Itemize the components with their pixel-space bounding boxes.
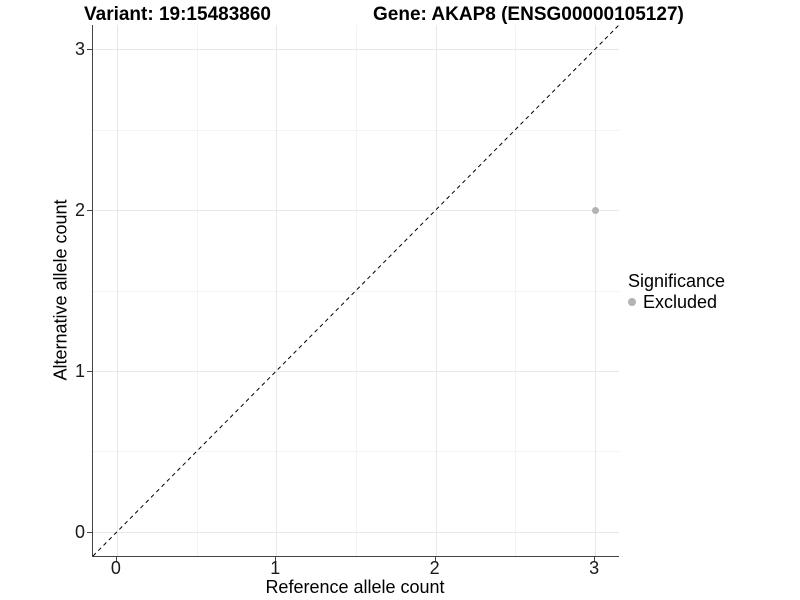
x-tick-label: 3 bbox=[589, 558, 600, 578]
major-gridline-horizontal bbox=[93, 49, 619, 51]
x-axis-title: Reference allele count bbox=[0, 577, 800, 598]
y-tick-mark bbox=[87, 370, 92, 372]
x-tick-label: 2 bbox=[429, 558, 440, 578]
x-tick-mark bbox=[594, 557, 596, 562]
major-gridline-horizontal bbox=[93, 210, 619, 212]
y-tick-label: 3 bbox=[74, 39, 85, 60]
identity-line bbox=[92, 24, 620, 557]
major-gridline-horizontal bbox=[93, 531, 619, 533]
major-gridline-horizontal bbox=[93, 370, 619, 372]
major-gridline-vertical bbox=[276, 25, 278, 556]
x-tick-mark bbox=[115, 557, 117, 562]
y-axis-title: Alternative allele count bbox=[50, 199, 71, 381]
legend-entry-excluded: Excluded bbox=[628, 293, 725, 311]
y-tick-label: 2 bbox=[74, 200, 85, 221]
significance-legend: Significance Excluded bbox=[628, 271, 725, 311]
y-tick-label: 1 bbox=[74, 360, 85, 381]
minor-gridline-vertical bbox=[515, 25, 517, 556]
y-tick-label: 0 bbox=[74, 521, 85, 542]
major-gridline-vertical bbox=[116, 25, 118, 556]
x-tick-mark bbox=[275, 557, 277, 562]
legend-entry-label: Excluded bbox=[643, 292, 718, 312]
data-point-excluded bbox=[591, 206, 599, 214]
legend-key-dot-icon bbox=[628, 298, 636, 306]
x-tick-mark bbox=[434, 557, 436, 562]
y-tick-mark bbox=[87, 49, 92, 51]
plot-panel bbox=[92, 24, 620, 557]
major-gridline-vertical bbox=[435, 25, 437, 556]
x-tick-label: 0 bbox=[110, 558, 121, 578]
variant-title: Variant: 19:15483860 bbox=[84, 4, 271, 25]
x-axis-title-text: Reference allele count bbox=[265, 577, 445, 597]
gene-title: Gene: AKAP8 (ENSG00000105127) bbox=[373, 4, 684, 25]
minor-gridline-horizontal bbox=[93, 290, 619, 292]
major-gridline-vertical bbox=[595, 25, 597, 556]
x-tick-label: 1 bbox=[270, 558, 281, 578]
y-tick-mark bbox=[87, 210, 92, 212]
y-tick-mark bbox=[87, 531, 92, 533]
minor-gridline-horizontal bbox=[93, 129, 619, 131]
legend-title: Significance bbox=[628, 271, 726, 291]
